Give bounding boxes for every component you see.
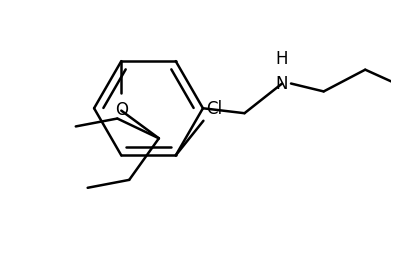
Text: N: N xyxy=(276,74,288,93)
Text: O: O xyxy=(115,101,128,119)
Text: Cl: Cl xyxy=(206,100,222,118)
Text: H: H xyxy=(276,50,288,68)
